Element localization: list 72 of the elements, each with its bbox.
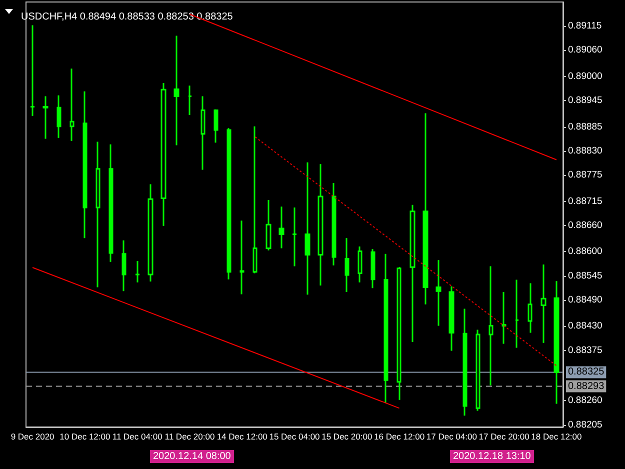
candlestick: [384, 253, 388, 404]
y-tick-label: 0.88830: [568, 145, 602, 156]
y-tick-label: 0.88205: [568, 419, 602, 430]
candlestick: [30, 24, 36, 117]
y-tick-label: 0.88260: [568, 395, 602, 406]
x-tick-label: 16 Dec 12:00: [374, 432, 425, 442]
x-tick-label: 11 Dec 04:00: [112, 432, 163, 442]
y-tick-label: 0.88490: [568, 294, 602, 306]
x-tick-label: 9 Dec 2020: [10, 432, 55, 442]
candlestick: [108, 144, 114, 263]
candlestick: [174, 34, 180, 146]
y-tick-label: 0.88885: [568, 121, 602, 132]
candlestick: [214, 108, 218, 144]
candlestick: [188, 84, 192, 116]
x-tick-label: 17 Dec 20:00: [478, 432, 530, 442]
candlestick: [370, 248, 376, 289]
y-tick-label: 0.88775: [568, 170, 602, 181]
x-tick-label: 15 Dec 20:00: [322, 432, 372, 442]
y-tick-label: 0.88545: [568, 270, 602, 282]
x-tick-label: 11 Dec 20:00: [164, 432, 215, 442]
candlestick: [476, 328, 480, 412]
candlestick: [448, 286, 454, 352]
candlestick: [540, 264, 546, 344]
candlestick: [292, 206, 298, 267]
candlestick: [528, 282, 532, 334]
x-tick-label: 15 Dec 04:00: [269, 432, 320, 442]
candlestick: [82, 90, 88, 239]
candlestick: [514, 279, 520, 348]
candlestick: [160, 82, 166, 227]
candlestick: [252, 126, 258, 274]
candlestick: [122, 240, 126, 292]
candlestick: [422, 112, 428, 306]
candlestick: [554, 280, 560, 405]
candlestick: [318, 163, 324, 286]
y-tick-label: 0.88375: [568, 344, 602, 356]
candlestick: [240, 220, 244, 295]
candlestick: [226, 127, 232, 280]
candlestick: [134, 260, 140, 284]
y-tick-label: 0.88600: [568, 246, 602, 258]
candlestick: [410, 204, 416, 343]
x-tick-label: 10 Dec 12:00: [60, 432, 110, 442]
candlestick: [358, 246, 362, 284]
y-tick-label: 0.89000: [568, 70, 602, 82]
candlestick: [396, 266, 402, 401]
candlestick: [502, 291, 506, 345]
candlestick: [344, 237, 350, 293]
x-tick-label: 17 Dec 04:00: [426, 432, 478, 442]
ref-line-label: 0.88325: [568, 366, 605, 378]
candlestick: [278, 206, 284, 249]
y-tick-label: 0.89115: [568, 20, 602, 32]
candlestick: [332, 182, 336, 266]
candlestick: [56, 94, 62, 139]
candlestick: [266, 199, 272, 252]
candlestick: [488, 265, 494, 386]
y-tick-label: 0.88430: [568, 320, 602, 332]
y-tick-label: 0.88945: [568, 95, 602, 106]
candlestick: [96, 141, 100, 288]
text: 2020.12.14 08:00: [150, 450, 234, 463]
candlestick: [148, 184, 154, 282]
candlestick: [462, 308, 468, 416]
ref-line-label: 0.88293: [568, 380, 605, 392]
y-tick-label: 0.89060: [568, 44, 602, 56]
candlestick: [70, 68, 74, 142]
x-tick-label: 18 Dec 12:00: [531, 432, 582, 442]
candlestick: [304, 162, 310, 296]
candlestick: [436, 259, 442, 327]
candlestick: [42, 95, 48, 140]
y-tick-label: 0.88715: [568, 196, 602, 207]
candlestick: [200, 95, 206, 171]
x-tick-label: 14 Dec 12:00: [216, 432, 268, 442]
text: 2020.12.18 13:10: [450, 450, 534, 463]
y-tick-label: 0.88660: [568, 220, 602, 231]
